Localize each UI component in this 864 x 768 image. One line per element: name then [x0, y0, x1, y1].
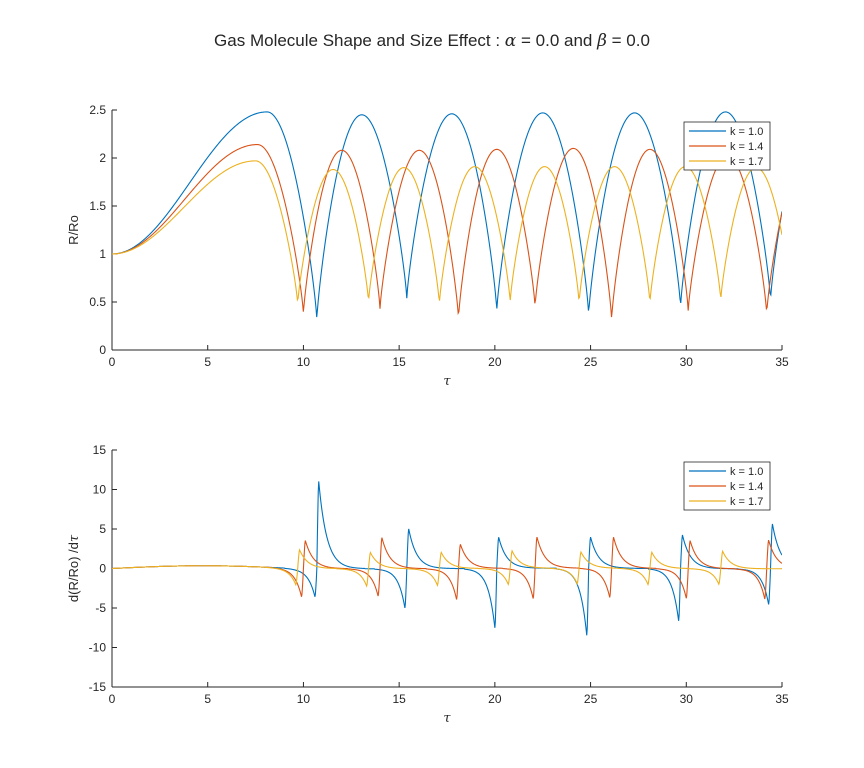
y-axis-label-symbol: τ — [67, 534, 82, 542]
legend: k = 1.0 k = 1.4 k = 1.7 — [683, 461, 771, 511]
legend-label-1: k = 1.0 — [730, 466, 763, 478]
y-tick-label: 5 — [99, 522, 106, 536]
x-tick-label: 25 — [584, 692, 598, 706]
y-tick-label: 0 — [99, 562, 106, 576]
y-axis-label: d(R/Ro) /dτ — [66, 534, 82, 602]
x-tick-label: 30 — [680, 692, 694, 706]
y-tick-label: 1.5 — [89, 199, 106, 213]
x-tick-label: 10 — [297, 355, 311, 369]
x-tick-label: 30 — [680, 355, 694, 369]
x-tick-label: 35 — [775, 355, 789, 369]
title-beta-symbol: β — [596, 31, 607, 51]
x-tick-label: 25 — [584, 355, 598, 369]
title-alpha-symbol: α — [505, 31, 517, 51]
y-tick-label: -15 — [89, 680, 107, 694]
legend-label-1: k = 1.0 — [730, 126, 763, 138]
y-tick-label: 15 — [93, 443, 107, 457]
title-text-2: = 0.0 and — [516, 31, 597, 50]
legend: k = 1.0 k = 1.4 k = 1.7 — [683, 121, 771, 171]
series-line-1 — [112, 111, 782, 318]
figure-title: Gas Molecule Shape and Size Effect : α =… — [214, 31, 650, 51]
series-line-3 — [112, 548, 782, 588]
legend-label-3: k = 1.7 — [730, 496, 763, 508]
plot-area — [112, 111, 782, 318]
x-tick-label: 15 — [392, 692, 406, 706]
x-tick-label: 0 — [109, 692, 116, 706]
series-line-2 — [112, 144, 782, 318]
x-tick-label: 0 — [109, 355, 116, 369]
x-axis-label: τ — [443, 374, 451, 389]
title-text-1: Gas Molecule Shape and Size Effect : — [214, 31, 505, 50]
y-tick-label: 0 — [99, 343, 106, 357]
legend-label-2: k = 1.4 — [730, 141, 763, 153]
series-line-3 — [112, 160, 782, 302]
y-tick-label: 2.5 — [89, 103, 106, 117]
x-tick-label: 20 — [488, 355, 502, 369]
y-tick-label: 1 — [99, 247, 106, 261]
x-tick-label: 5 — [204, 355, 211, 369]
x-tick-label: 35 — [775, 692, 789, 706]
y-tick-label: -5 — [95, 601, 106, 615]
y-axis-label: R/Ro — [66, 215, 81, 245]
y-tick-label: -10 — [89, 641, 107, 655]
y-tick-label: 0.5 — [89, 295, 106, 309]
legend-label-2: k = 1.4 — [730, 481, 763, 493]
plot-area — [112, 481, 782, 636]
y-axis-label-text: d(R/Ro) /d — [66, 542, 81, 602]
legend-label-3: k = 1.7 — [730, 156, 763, 168]
y-tick-label: 10 — [93, 483, 107, 497]
x-axis-label: τ — [443, 711, 451, 726]
title-text-3: = 0.0 — [607, 31, 650, 50]
y-tick-label: 2 — [99, 151, 106, 165]
x-tick-label: 20 — [488, 692, 502, 706]
x-tick-label: 5 — [204, 692, 211, 706]
x-tick-label: 10 — [297, 692, 311, 706]
x-tick-label: 15 — [392, 355, 406, 369]
